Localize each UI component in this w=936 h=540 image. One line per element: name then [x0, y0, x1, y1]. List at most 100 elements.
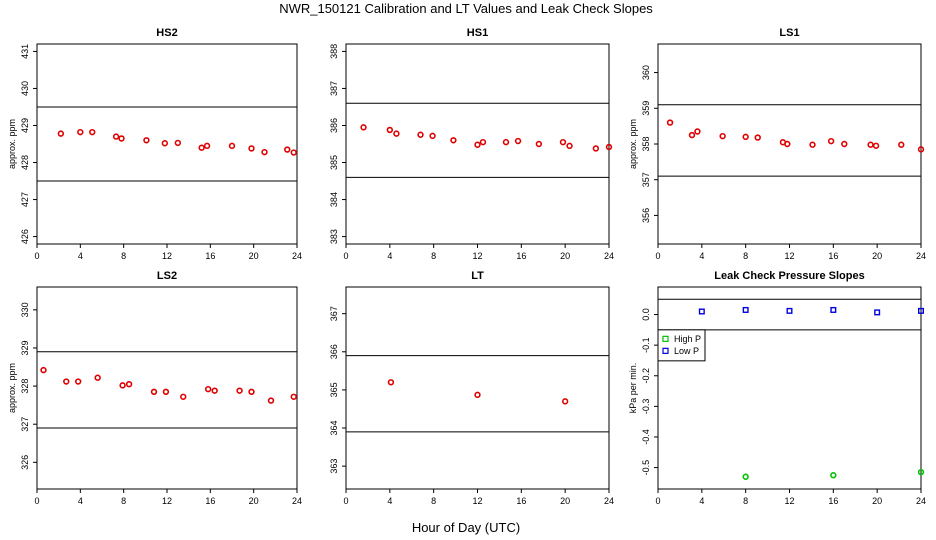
y-tick-label: 428: [20, 155, 30, 170]
data-point: [417, 131, 424, 138]
y-tick-label: 364: [329, 421, 339, 436]
data-point: [174, 139, 182, 147]
y-tick-label: 384: [329, 192, 339, 207]
data-point: [284, 146, 291, 153]
panel-5: Leak Check Pressure Slopes 0 4 8 12 16 20 24 -0.…: [628, 270, 926, 506]
x-tick-label: 12: [162, 251, 172, 261]
data-point: [566, 142, 573, 150]
plot-frame: [345, 286, 610, 490]
y-tick-label: -0.3: [641, 399, 651, 415]
x-tick-label: 20: [249, 496, 259, 506]
y-axis-label: approx. ppm: [628, 119, 638, 169]
y-tick-label: 430: [20, 81, 30, 96]
x-tick-label: 4: [387, 251, 392, 261]
data-point: [248, 145, 255, 152]
data-point: [386, 126, 394, 134]
x-tick-label: 0: [34, 251, 39, 261]
data-point: [261, 148, 268, 156]
x-tick-label: 8: [431, 251, 436, 261]
x-tick-label: 12: [472, 496, 482, 506]
data-point: [228, 142, 236, 150]
data-point: [867, 141, 874, 148]
x-tick-label: 0: [343, 251, 348, 261]
common-x-axis-label: Hour of Day (UTC): [412, 520, 520, 535]
data-point: [74, 378, 82, 385]
data-point: [450, 137, 457, 144]
y-axis-label: kPa per min.: [628, 363, 638, 414]
data-point: [742, 133, 749, 141]
data-point: [698, 308, 705, 315]
data-point: [267, 397, 275, 404]
data-point: [180, 393, 187, 400]
y-tick-label: 360: [641, 65, 651, 80]
data-point: [112, 133, 120, 140]
data-point: [89, 128, 96, 136]
legend-box: [657, 329, 706, 362]
x-tick-label: 24: [604, 496, 614, 506]
panel-title: HS1: [467, 27, 488, 39]
data-point: [561, 398, 569, 405]
panel-3: LS2 0 4 8 12 16 20 24 326 327 328 329 330 approx. ppm: [7, 270, 302, 506]
y-tick-label: 357: [641, 172, 651, 187]
data-point: [57, 130, 65, 137]
y-tick-label: 328: [20, 379, 30, 394]
data-point: [559, 138, 567, 146]
x-tick-label: 4: [78, 496, 83, 506]
data-point: [236, 387, 243, 394]
panel-title: LS1: [779, 27, 799, 39]
y-tick-label: 356: [641, 208, 651, 223]
data-point: [125, 380, 133, 388]
y-tick-label: 365: [329, 382, 339, 397]
panel-title: Leak Check Pressure Slopes: [714, 270, 864, 282]
data-point: [290, 393, 297, 400]
panel-4: LT 0 4 8 12 16 20 24 363 364 365 366 367: [329, 270, 614, 506]
panel-title: LS2: [157, 270, 177, 282]
data-point: [204, 385, 212, 393]
data-point: [784, 140, 791, 148]
x-tick-label: 20: [872, 251, 882, 261]
data-point: [841, 140, 848, 148]
data-point: [77, 128, 84, 136]
data-point: [387, 379, 395, 386]
x-tick-label: 4: [387, 496, 392, 506]
data-point: [809, 141, 816, 148]
data-point: [874, 309, 881, 316]
data-point: [754, 134, 761, 141]
data-point: [592, 145, 600, 152]
x-tick-label: 20: [249, 251, 259, 261]
x-tick-label: 16: [516, 251, 526, 261]
y-tick-label: 388: [329, 44, 339, 59]
y-tick-label: -0.2: [641, 368, 651, 384]
y-tick-label: -0.4: [641, 429, 651, 445]
x-tick-label: 8: [431, 496, 436, 506]
x-tick-label: 24: [916, 251, 926, 261]
y-tick-label: 326: [20, 455, 30, 470]
data-point: [429, 132, 436, 140]
data-point: [211, 387, 218, 394]
figure-title: NWR_150121 Calibration and LT Values and…: [279, 1, 653, 16]
panel-title: LT: [471, 270, 484, 282]
y-tick-label: 386: [329, 118, 339, 133]
y-tick-label: -0.5: [641, 460, 651, 476]
data-point: [162, 388, 170, 396]
x-tick-label: 16: [205, 251, 215, 261]
x-tick-label: 4: [78, 251, 83, 261]
data-point: [918, 307, 925, 314]
data-point: [827, 137, 835, 145]
y-tick-label: 327: [20, 417, 30, 432]
data-point: [917, 468, 925, 476]
data-point: [119, 382, 126, 389]
y-tick-label: 329: [20, 340, 30, 355]
data-point: [742, 473, 749, 480]
x-tick-label: 8: [121, 496, 126, 506]
x-tick-label: 0: [655, 496, 660, 506]
y-tick-label: -0.1: [641, 337, 651, 353]
data-point: [474, 391, 481, 399]
data-point: [502, 138, 510, 146]
data-point: [830, 472, 837, 479]
x-tick-label: 16: [828, 496, 838, 506]
y-tick-label: 429: [20, 118, 30, 133]
x-tick-label: 4: [699, 496, 704, 506]
y-tick-label: 359: [641, 101, 651, 116]
